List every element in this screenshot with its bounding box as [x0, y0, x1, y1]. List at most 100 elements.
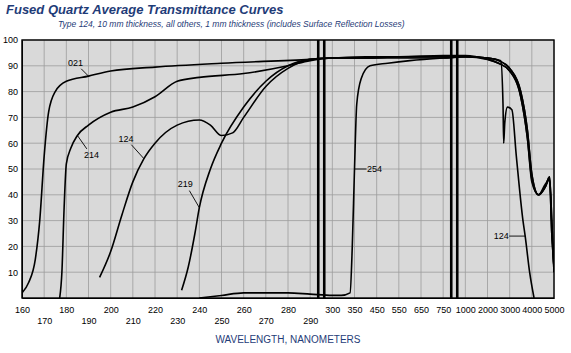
y-tick-label: 80	[8, 87, 18, 97]
leader-line	[131, 145, 144, 159]
y-tick: 10	[8, 268, 22, 278]
grid	[22, 40, 554, 298]
x-tick: 160	[15, 298, 30, 315]
y-axis: 10 20 30 40 50 60 70 80 90 100	[3, 35, 23, 298]
y-tick: 30	[8, 216, 22, 226]
leader-line	[509, 236, 525, 237]
x-tick: 190	[81, 298, 96, 326]
transmittance-curve	[100, 57, 534, 298]
x-tick: 270	[259, 298, 274, 326]
y-tick: 80	[8, 87, 22, 97]
chart-svg: Fused Quartz Average Transmittance Curve…	[0, 0, 571, 353]
x-tick-label: 290	[303, 316, 318, 326]
x-tick-label: 350	[347, 305, 362, 315]
x-tick-label: 170	[37, 316, 52, 326]
y-tick-label: 50	[8, 164, 18, 174]
x-tick-label: 210	[126, 316, 141, 326]
x-tick: 290	[303, 298, 318, 326]
y-tick-label: 40	[8, 190, 18, 200]
curve-label: 124	[118, 134, 133, 144]
x-tick-label: 3000	[500, 305, 520, 315]
x-tick: 350	[347, 298, 362, 315]
y-tick: 90	[8, 61, 22, 71]
x-tick-label: 270	[259, 316, 274, 326]
transmittance-curve	[182, 57, 554, 290]
plot-background	[22, 40, 554, 298]
leader-line	[355, 169, 367, 170]
x-tick-label: 250	[214, 316, 229, 326]
x-tick: 280	[281, 298, 296, 315]
y-tick: 40	[8, 190, 22, 200]
transmittance-curve	[22, 55, 554, 292]
y-grid-line	[22, 194, 554, 195]
x-tick-label: 190	[81, 316, 96, 326]
x-tick: 450	[370, 298, 385, 315]
x-tick: 230	[170, 298, 185, 326]
curve-label: 219	[178, 179, 193, 189]
y-tick: 100	[3, 35, 22, 45]
x-axis-line	[23, 298, 555, 299]
x-tick: 5000	[544, 298, 564, 315]
x-tick: 1000	[456, 298, 476, 315]
y-tick-label: 70	[8, 113, 18, 123]
x-tick-label: 160	[15, 305, 30, 315]
x-tick: 240	[192, 298, 207, 315]
x-tick: 300	[325, 298, 340, 315]
x-tick: 4000	[522, 298, 542, 315]
plot-area	[22, 55, 554, 298]
y-tick-label: 20	[8, 242, 18, 252]
axis-break-line	[450, 40, 453, 298]
x-tick: 3000	[500, 298, 520, 315]
transmittance-curve	[60, 57, 554, 298]
x-tick-label: 750	[436, 305, 451, 315]
x-tick-label: 2000	[478, 305, 498, 315]
x-axis: 160 170 180 190 200 210 220 230 240 250 260 270 280 2…	[15, 298, 565, 326]
leader-line	[189, 191, 199, 208]
y-grid-line	[22, 220, 554, 221]
x-tick: 2000	[478, 298, 498, 315]
title: Fused Quartz Average Transmittance Curve…	[6, 2, 283, 17]
y-tick: 50	[8, 164, 22, 174]
x-tick-label: 650	[414, 305, 429, 315]
x-tick-label: 300	[325, 305, 340, 315]
x-tick-label: 1000	[456, 305, 476, 315]
y-tick: 20	[8, 242, 22, 252]
curve-label: 021	[68, 58, 83, 68]
leader-line	[81, 69, 88, 76]
y-grid-line	[22, 246, 554, 247]
transmittance-curve	[199, 57, 554, 298]
y-tick-label: 100	[3, 35, 18, 45]
annotations: 021214124219254124	[68, 58, 525, 241]
y-tick-label: 90	[8, 61, 18, 71]
x-tick-label: 4000	[522, 305, 542, 315]
curve-label: 214	[84, 150, 99, 160]
axis-break-line	[456, 40, 459, 298]
y-tick-label: 60	[8, 139, 18, 149]
x-tick: 200	[104, 298, 119, 315]
y-tick: 70	[8, 113, 22, 123]
x-tick-label: 550	[392, 305, 407, 315]
leader-line	[77, 135, 86, 148]
y-axis-line	[22, 41, 23, 299]
x-tick-label: 260	[237, 305, 252, 315]
x-tick-label: 220	[148, 305, 163, 315]
x-tick-label: 180	[59, 305, 74, 315]
axis-breaks	[318, 40, 457, 298]
x-tick: 650	[414, 298, 429, 315]
x-tick: 170	[37, 298, 52, 326]
x-tick-label: 200	[104, 305, 119, 315]
y-grid-line	[22, 169, 554, 170]
x-tick: 750	[436, 298, 451, 315]
x-tick-label: 280	[281, 305, 296, 315]
x-axis-title: WAVELENGTH, NANOMETERS	[215, 334, 360, 345]
x-tick: 250	[214, 298, 229, 326]
chart-container: Fused Quartz Average Transmittance Curve…	[0, 0, 571, 353]
y-tick-label: 10	[8, 268, 18, 278]
x-tick: 180	[59, 298, 74, 315]
curve-label: 254	[367, 164, 382, 174]
x-tick: 260	[237, 298, 252, 315]
axis-break-line	[323, 40, 326, 298]
x-tick: 210	[126, 298, 141, 326]
plot-frame	[22, 40, 554, 298]
x-tick-label: 240	[192, 305, 207, 315]
